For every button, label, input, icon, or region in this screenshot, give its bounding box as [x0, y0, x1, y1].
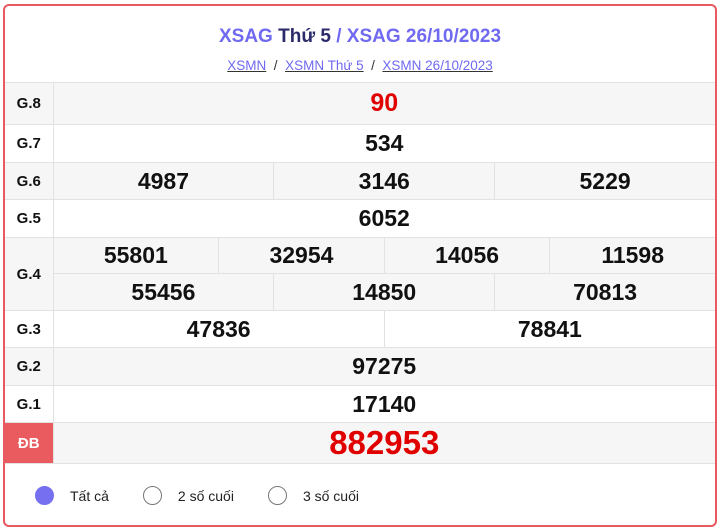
prize-number: 55801 — [103, 242, 168, 268]
breadcrumb-xsmn[interactable]: XSMN — [227, 58, 267, 73]
prize-number: 534 — [53, 124, 715, 163]
prize-row-special: ĐB 882953 — [5, 422, 715, 464]
prize-number: 5229 — [494, 163, 715, 199]
prize-number: 78841 — [383, 311, 715, 347]
prize-label: G.4 — [5, 237, 54, 311]
prize-row-g1: G.1 17140 — [5, 385, 715, 423]
breadcrumb-xsmn-thu5[interactable]: XSMN Thứ 5 — [285, 58, 364, 73]
title-link-xsag[interactable]: XSAG — [218, 26, 273, 47]
prize-row-g8: G.8 90 — [5, 82, 715, 125]
prize-label: G.3 — [5, 310, 54, 348]
breadcrumb-xsmn-date[interactable]: XSMN 26/10/2023 — [382, 58, 493, 73]
breadcrumb-sep: / — [273, 58, 278, 73]
prize-row-g2: G.2 97275 — [5, 347, 715, 386]
prize-row-g7: G.7 534 — [5, 124, 715, 163]
breadcrumb-sep: / — [371, 58, 375, 73]
prize-number: 90 — [53, 82, 715, 125]
title-link-date[interactable]: XSAG 26/10/2023 — [346, 26, 502, 47]
prize-number: 55456 — [131, 278, 196, 305]
radio-selected-icon[interactable] — [35, 486, 54, 505]
title-day[interactable]: Thứ 5 — [278, 26, 331, 47]
prize-number: 47836 — [186, 315, 251, 342]
filter-last-2[interactable]: 2 số cuối — [142, 486, 234, 505]
prize-label: G.5 — [5, 199, 54, 238]
prize-label: G.2 — [5, 347, 54, 386]
prize-label: G.1 — [5, 385, 54, 423]
radio-icon[interactable] — [142, 486, 162, 505]
prize-number: 6052 — [53, 199, 715, 238]
filter-all[interactable]: Tất cả — [35, 486, 109, 505]
prize-label: ĐB — [5, 422, 54, 464]
prize-label: G.6 — [5, 162, 54, 200]
prize-number: 70813 — [494, 274, 715, 310]
prize-number: 4987 — [137, 167, 189, 194]
prize-number: 14056 — [383, 238, 550, 273]
prize-label: G.8 — [5, 82, 54, 125]
title-sep: / — [330, 26, 347, 47]
prize-number: 97275 — [53, 347, 715, 386]
header: XSAG Thứ 5 / XSAG 26/10/2023 XSMN / XSMN… — [5, 6, 715, 82]
prize-number: 3146 — [273, 163, 494, 199]
prize-number: 32954 — [218, 238, 384, 273]
prize-number: 11598 — [549, 238, 715, 273]
filter-label: Tất cả — [70, 487, 109, 504]
special-prize-number: 882953 — [53, 422, 715, 464]
results-card: XSAG Thứ 5 / XSAG 26/10/2023 XSMN / XSMN… — [3, 4, 717, 527]
prize-number: 14850 — [273, 274, 494, 310]
radio-icon[interactable] — [267, 486, 287, 505]
prize-row-g4: G.4 55801 32954 14056 11598 55456 14850 70813 — [5, 237, 715, 311]
breadcrumb: XSMN / XSMN Thứ 5 / XSMN 26/10/2023 — [5, 58, 715, 73]
digit-filter: Tất cả 2 số cuối 3 số cuối — [5, 464, 715, 505]
page-title: XSAG Thứ 5 / XSAG 26/10/2023 — [5, 6, 715, 48]
prize-number: 17140 — [53, 385, 715, 423]
filter-label: 3 số cuối — [302, 487, 359, 504]
prize-row-g3: G.3 47836 78841 — [5, 310, 715, 348]
prize-row-g6: G.6 4987 3146 5229 — [5, 162, 715, 200]
prize-label: G.7 — [5, 124, 54, 163]
filter-label: 2 số cuối — [177, 487, 234, 504]
results-table: G.8 90 G.7 534 G.6 4987 3146 5229 G.5 6052 G.4… — [5, 82, 715, 464]
filter-last-3[interactable]: 3 số cuối — [267, 486, 359, 505]
prize-row-g5: G.5 6052 — [5, 199, 715, 238]
